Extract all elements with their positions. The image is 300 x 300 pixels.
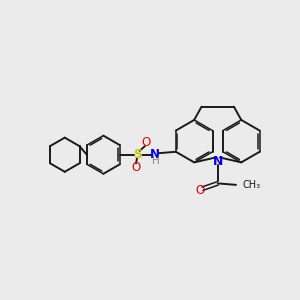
Text: H: H xyxy=(152,156,160,166)
Text: CH₃: CH₃ xyxy=(242,180,261,190)
Text: N: N xyxy=(212,155,223,168)
Text: S: S xyxy=(133,148,142,161)
Text: N: N xyxy=(150,148,160,161)
Text: O: O xyxy=(131,160,141,174)
Text: O: O xyxy=(142,136,151,149)
Text: O: O xyxy=(195,184,205,197)
